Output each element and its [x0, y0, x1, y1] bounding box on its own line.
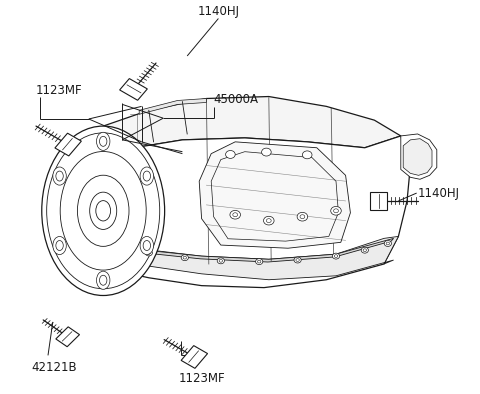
Ellipse shape	[181, 255, 188, 261]
Ellipse shape	[384, 240, 392, 247]
Ellipse shape	[96, 132, 110, 151]
Ellipse shape	[296, 259, 300, 262]
Ellipse shape	[300, 215, 305, 219]
Ellipse shape	[233, 213, 238, 217]
Ellipse shape	[266, 219, 271, 223]
Ellipse shape	[99, 136, 107, 146]
Ellipse shape	[361, 247, 369, 253]
Polygon shape	[120, 78, 147, 100]
Ellipse shape	[386, 242, 390, 245]
Ellipse shape	[140, 236, 154, 255]
Text: 1140HJ: 1140HJ	[197, 5, 240, 18]
Ellipse shape	[264, 216, 274, 225]
Ellipse shape	[363, 249, 367, 252]
Ellipse shape	[183, 256, 186, 259]
Polygon shape	[56, 327, 80, 347]
Polygon shape	[199, 142, 350, 248]
Ellipse shape	[230, 210, 240, 219]
Ellipse shape	[56, 240, 63, 251]
Ellipse shape	[258, 260, 261, 263]
Polygon shape	[134, 236, 398, 280]
Ellipse shape	[53, 236, 66, 255]
Ellipse shape	[56, 171, 63, 181]
Ellipse shape	[262, 148, 271, 156]
Polygon shape	[403, 139, 432, 175]
Ellipse shape	[217, 258, 225, 264]
Polygon shape	[370, 192, 387, 210]
Ellipse shape	[99, 275, 107, 285]
Ellipse shape	[334, 255, 338, 258]
Ellipse shape	[302, 151, 312, 159]
Text: 1140HJ: 1140HJ	[418, 187, 460, 199]
Polygon shape	[55, 133, 82, 156]
Ellipse shape	[147, 252, 151, 255]
Text: 1123MF: 1123MF	[178, 372, 225, 385]
Polygon shape	[181, 346, 207, 368]
Ellipse shape	[143, 240, 151, 251]
Text: 42121B: 42121B	[31, 361, 77, 374]
Ellipse shape	[143, 171, 151, 181]
Ellipse shape	[219, 260, 223, 262]
Ellipse shape	[331, 206, 341, 215]
Polygon shape	[103, 97, 401, 158]
Ellipse shape	[96, 201, 110, 221]
Polygon shape	[126, 238, 394, 262]
Ellipse shape	[140, 167, 154, 185]
Text: 45000A: 45000A	[214, 93, 259, 106]
Ellipse shape	[42, 126, 165, 296]
Ellipse shape	[90, 192, 117, 229]
Text: 1123MF: 1123MF	[36, 84, 83, 97]
Ellipse shape	[294, 257, 301, 263]
Ellipse shape	[297, 212, 308, 221]
Ellipse shape	[332, 253, 340, 259]
Ellipse shape	[96, 271, 110, 289]
Ellipse shape	[53, 167, 66, 185]
Ellipse shape	[256, 258, 263, 265]
Polygon shape	[139, 98, 206, 114]
Ellipse shape	[334, 209, 338, 213]
Polygon shape	[401, 134, 437, 179]
Ellipse shape	[226, 151, 235, 158]
Polygon shape	[103, 136, 410, 288]
Ellipse shape	[145, 250, 153, 256]
